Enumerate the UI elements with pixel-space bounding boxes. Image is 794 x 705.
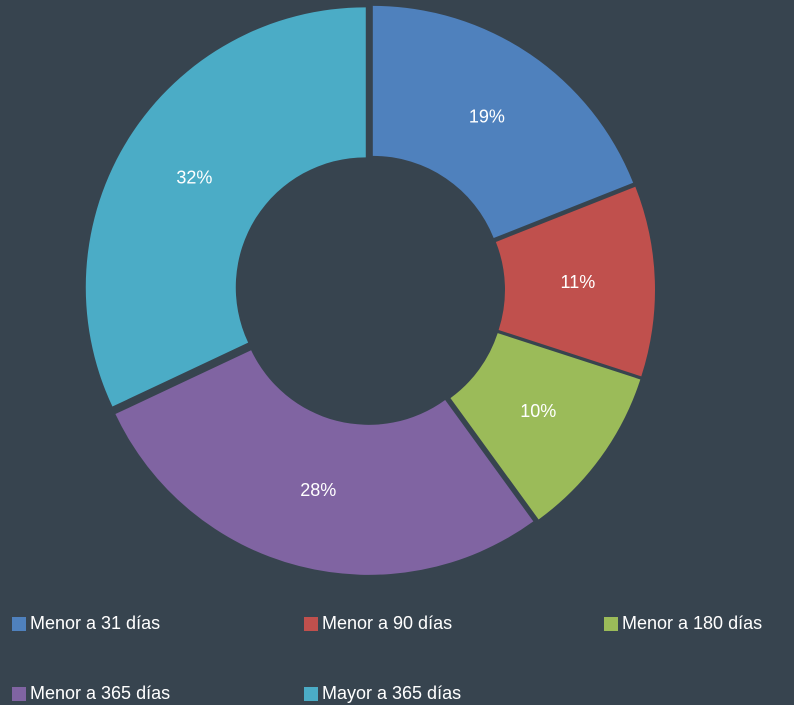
- legend-label: Mayor a 365 días: [322, 683, 461, 703]
- slice: [450, 333, 641, 520]
- data-label: 19%: [469, 107, 505, 127]
- legend-swatch: [12, 617, 26, 631]
- legend-swatch: [304, 617, 318, 631]
- data-label: 10%: [520, 401, 556, 421]
- legend-label: Menor a 31 días: [30, 613, 160, 633]
- legend-label: Menor a 180 días: [622, 613, 762, 633]
- slice: [372, 5, 634, 239]
- slice: [85, 7, 366, 407]
- data-label: 32%: [176, 167, 212, 187]
- legend-label: Menor a 90 días: [322, 613, 452, 633]
- legend-label: Menor a 365 días: [30, 683, 170, 703]
- legend-swatch: [604, 617, 618, 631]
- legend-swatch: [12, 687, 26, 701]
- data-label: 28%: [300, 480, 336, 500]
- legend-swatch: [304, 687, 318, 701]
- data-label: 11%: [561, 272, 596, 292]
- slice: [115, 350, 534, 575]
- slice: [495, 186, 655, 377]
